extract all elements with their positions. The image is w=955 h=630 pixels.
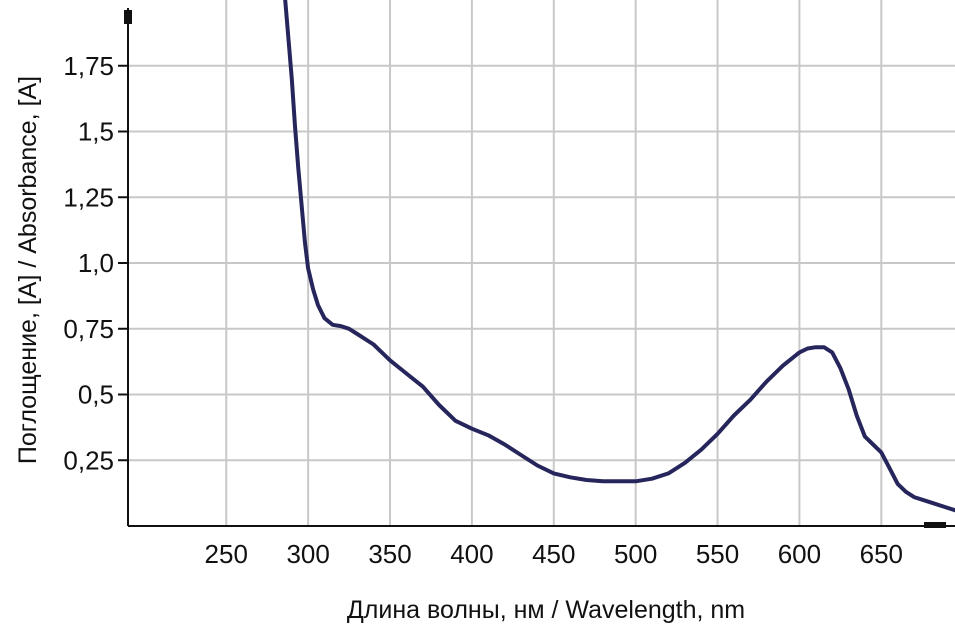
y-tick-label: 0,75 bbox=[63, 314, 114, 344]
x-tick-label: 600 bbox=[778, 539, 821, 569]
x-tick-label: 550 bbox=[696, 539, 739, 569]
y-tick-label: 1,25 bbox=[63, 182, 114, 212]
x-tick-label: 450 bbox=[532, 539, 575, 569]
absorbance-series-line bbox=[283, 0, 955, 513]
y-tick-label: 1,75 bbox=[63, 51, 114, 81]
x-tick-label: 500 bbox=[614, 539, 657, 569]
x-axis-title: Длина волны, нм / Wavelength, nm bbox=[347, 596, 745, 624]
y-tick-label: 0,5 bbox=[78, 380, 114, 410]
x-tick-label: 350 bbox=[368, 539, 411, 569]
x-tick-label: 300 bbox=[286, 539, 329, 569]
y-tick-label: 0,25 bbox=[63, 445, 114, 475]
x-axis-end-marker bbox=[924, 522, 946, 528]
y-tick-label: 1,0 bbox=[78, 248, 114, 278]
grid-lines bbox=[118, 0, 955, 526]
x-tick-label: 650 bbox=[860, 539, 903, 569]
x-tick-label: 400 bbox=[450, 539, 493, 569]
series-group bbox=[283, 0, 955, 513]
tick-labels: 250 300 350 400 450 500 550 600 650 0,25 0,5 0,75 1,… bbox=[63, 51, 903, 569]
y-axis-title: Поглощение, [A] / Absorbance, [A] bbox=[14, 76, 42, 464]
y-axis-end-marker bbox=[124, 10, 132, 24]
y-tick-label: 1,5 bbox=[78, 117, 114, 147]
axes bbox=[124, 8, 955, 528]
x-tick-label: 250 bbox=[205, 539, 248, 569]
